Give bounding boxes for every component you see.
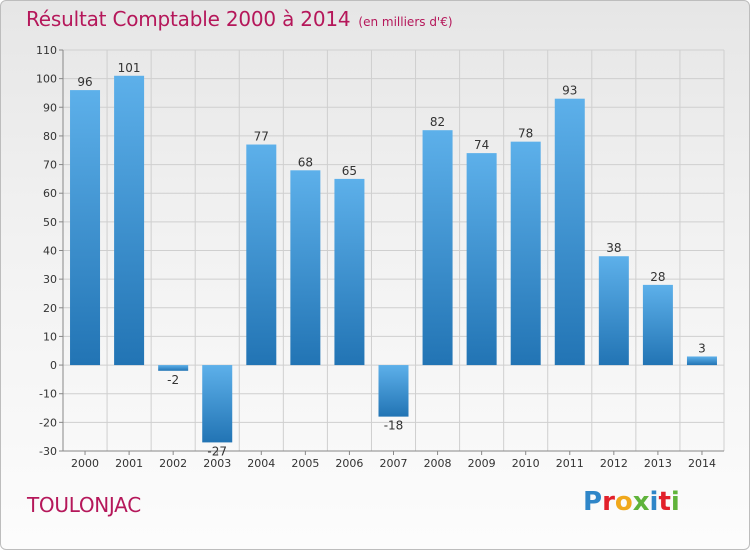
data-label: 96 [77,75,92,89]
y-tick-label: 70 [43,159,57,172]
axes: -30 -20 -10 0 10 20 30 40 50 60 70 80 90 100 110 2000 20… [36,44,724,470]
y-tick-label: -10 [39,388,57,401]
bar-2008 [422,130,453,366]
bars [70,75,717,443]
y-tick-label: 60 [43,187,57,200]
logo-letter: i [670,487,680,517]
bar-2004 [246,144,277,366]
data-label: 65 [342,164,357,178]
data-label: 77 [254,130,269,144]
data-label: -27 [207,444,227,458]
x-tick-label: 2008 [424,457,452,470]
logo-letter: t [658,487,671,517]
bar-2009 [466,153,497,366]
data-label: 74 [474,138,489,152]
bar-2002 [158,365,189,371]
x-tick-label: 2007 [380,457,408,470]
data-label: 3 [698,341,706,355]
x-tick-label: 2002 [159,457,187,470]
data-label: 68 [298,155,313,169]
chart-unit: (en milliers d'€) [358,15,453,29]
x-tick-label: 2014 [688,457,716,470]
y-tick-label: -30 [39,445,57,458]
x-tick-label: 2013 [644,457,672,470]
data-label: 93 [562,84,577,98]
x-tick-label: 2005 [291,457,319,470]
proxiti-logo[interactable]: Proxiti [583,487,680,517]
bar-2005 [290,170,321,366]
x-tick-label: 2010 [512,457,540,470]
bar-2003 [202,365,233,443]
x-tick-label: 2011 [556,457,584,470]
data-label: -2 [167,373,179,387]
y-tick-label: 90 [43,101,57,114]
logo-letter: r [602,487,615,517]
y-tick-label: 10 [43,330,57,343]
bar-2012 [598,256,629,366]
bar-2011 [554,98,585,366]
chart-title: Résultat Comptable 2000 à 2014 (en millie… [26,7,453,31]
x-tick-label: 2001 [115,457,143,470]
bar-2013 [642,284,673,366]
data-label: 101 [118,61,141,75]
x-tick-label: 2003 [203,457,231,470]
y-tick-label: 100 [36,73,57,86]
x-tick-label: 2009 [468,457,496,470]
data-label: 38 [606,241,621,255]
logo-letter: P [583,487,603,517]
y-tick-label: 80 [43,130,57,143]
commune-name: TOULONJAC [27,493,141,517]
y-tick-label: 50 [43,216,57,229]
y-tick-label: 20 [43,302,57,315]
y-tick-label: 0 [50,359,57,372]
logo-letter: i [649,487,659,517]
data-label: 28 [650,270,665,284]
x-tick-label: 2000 [71,457,99,470]
bar-2006 [334,178,365,366]
logo-letter: x [632,487,650,517]
data-label: 82 [430,115,445,129]
data-label: -18 [384,419,404,433]
y-tick-label: 30 [43,273,57,286]
x-tick-label: 2012 [600,457,628,470]
bar-2001 [114,75,145,366]
bar-2000 [70,90,101,366]
data-label: 78 [518,127,533,141]
bar-2014 [686,356,717,366]
y-tick-label: -20 [39,416,57,429]
y-tick-label: 40 [43,245,57,258]
y-tick-label: 110 [36,44,57,57]
x-tick-label: 2006 [335,457,363,470]
x-tick-label: 2004 [247,457,275,470]
data-labels: 96 101 -2 -27 77 68 65 -18 82 74 78 93 38 28 3 [77,61,705,459]
bar-2010 [510,141,541,366]
chart-title-text: Résultat Comptable 2000 à 2014 [26,7,351,31]
bar-2007 [378,365,409,417]
logo-letter: o [614,487,633,517]
